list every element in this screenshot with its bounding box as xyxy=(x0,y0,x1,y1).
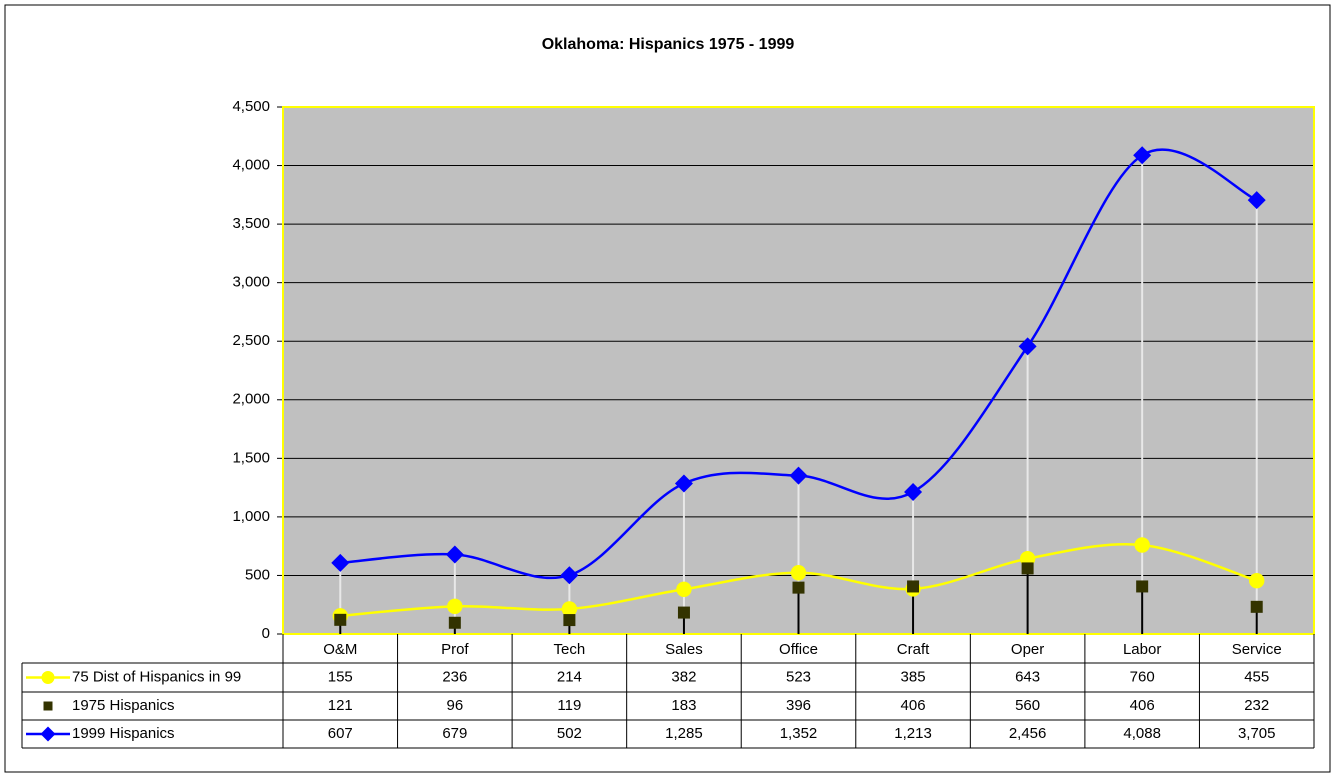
marker xyxy=(1134,537,1150,553)
y-tick-label: 2,000 xyxy=(232,391,270,408)
table-value: 1,285 xyxy=(665,725,703,742)
table-value: 385 xyxy=(901,668,926,685)
marker xyxy=(445,545,464,564)
marker xyxy=(674,474,693,493)
marker xyxy=(1136,580,1149,593)
y-tick-label: 1,500 xyxy=(232,449,270,466)
table-value: 1,352 xyxy=(780,725,818,742)
table-value: 607 xyxy=(328,725,353,742)
table-value: 183 xyxy=(671,697,696,714)
x-tick-label: Craft xyxy=(897,641,930,658)
table-value: 643 xyxy=(1015,668,1040,685)
table-value: 4,088 xyxy=(1123,725,1161,742)
table-value: 121 xyxy=(328,697,353,714)
table-value: 2,456 xyxy=(1009,725,1047,742)
legend-marker xyxy=(41,671,55,684)
y-tick-label: 2,500 xyxy=(232,332,270,349)
marker xyxy=(792,581,805,594)
marker xyxy=(331,553,350,572)
table-value: 502 xyxy=(557,725,582,742)
marker xyxy=(560,566,579,585)
table-value: 214 xyxy=(557,668,582,685)
x-tick-label: Tech xyxy=(554,641,586,658)
y-tick-label: 4,000 xyxy=(232,157,270,174)
x-tick-label: Labor xyxy=(1123,641,1161,658)
marker xyxy=(904,482,923,501)
table-value: 760 xyxy=(1130,668,1155,685)
marker xyxy=(561,601,578,617)
marker xyxy=(1133,146,1152,165)
x-tick-label: Oper xyxy=(1011,641,1044,658)
marker xyxy=(334,613,347,626)
y-tick-label: 1,000 xyxy=(232,508,270,525)
marker xyxy=(563,614,576,627)
table-value: 406 xyxy=(1130,697,1155,714)
table-value: 236 xyxy=(442,668,467,685)
chart-title: Oklahoma: Hispanics 1975 - 1999 xyxy=(542,36,795,53)
table-value: 396 xyxy=(786,697,811,714)
marker xyxy=(447,598,463,615)
table-value: 155 xyxy=(328,668,353,685)
marker xyxy=(789,466,808,485)
table-value: 96 xyxy=(446,697,463,714)
x-tick-label: Prof xyxy=(441,641,469,658)
table-value: 119 xyxy=(557,697,581,714)
marker xyxy=(790,565,807,581)
marker xyxy=(448,616,461,629)
marker xyxy=(1247,191,1266,210)
table-value: 523 xyxy=(786,668,811,685)
series-line xyxy=(340,148,1258,580)
x-tick-label: Service xyxy=(1232,641,1282,658)
y-tick-label: 500 xyxy=(245,566,270,583)
marker xyxy=(676,581,692,597)
table-value: 406 xyxy=(901,697,926,714)
legend-label: 75 Dist of Hispanics in 99 xyxy=(72,668,241,685)
marker xyxy=(1249,573,1265,589)
x-tick-label: O&M xyxy=(323,641,357,658)
table-value: 382 xyxy=(671,668,696,685)
table-value: 679 xyxy=(442,725,467,742)
table-value: 3,705 xyxy=(1238,725,1276,742)
marker xyxy=(677,606,690,619)
y-tick-label: 3,000 xyxy=(232,274,270,291)
legend-marker xyxy=(43,701,53,711)
marker xyxy=(1021,562,1034,575)
marker xyxy=(1250,600,1263,613)
table-value: 232 xyxy=(1244,697,1269,714)
table-value: 1,213 xyxy=(894,725,932,742)
x-tick-label: Sales xyxy=(665,641,703,658)
y-tick-label: 3,500 xyxy=(232,215,270,232)
table-value: 455 xyxy=(1244,668,1269,685)
legend-marker xyxy=(40,726,56,742)
marker xyxy=(1018,337,1037,356)
x-tick-label: Office xyxy=(779,641,818,658)
marker xyxy=(907,580,920,593)
y-tick-label: 0 xyxy=(262,625,270,642)
y-tick-label: 4,500 xyxy=(232,98,270,115)
legend-label: 1975 Hispanics xyxy=(72,697,175,714)
table-value: 560 xyxy=(1015,697,1040,714)
legend-label: 1999 Hispanics xyxy=(72,725,175,742)
